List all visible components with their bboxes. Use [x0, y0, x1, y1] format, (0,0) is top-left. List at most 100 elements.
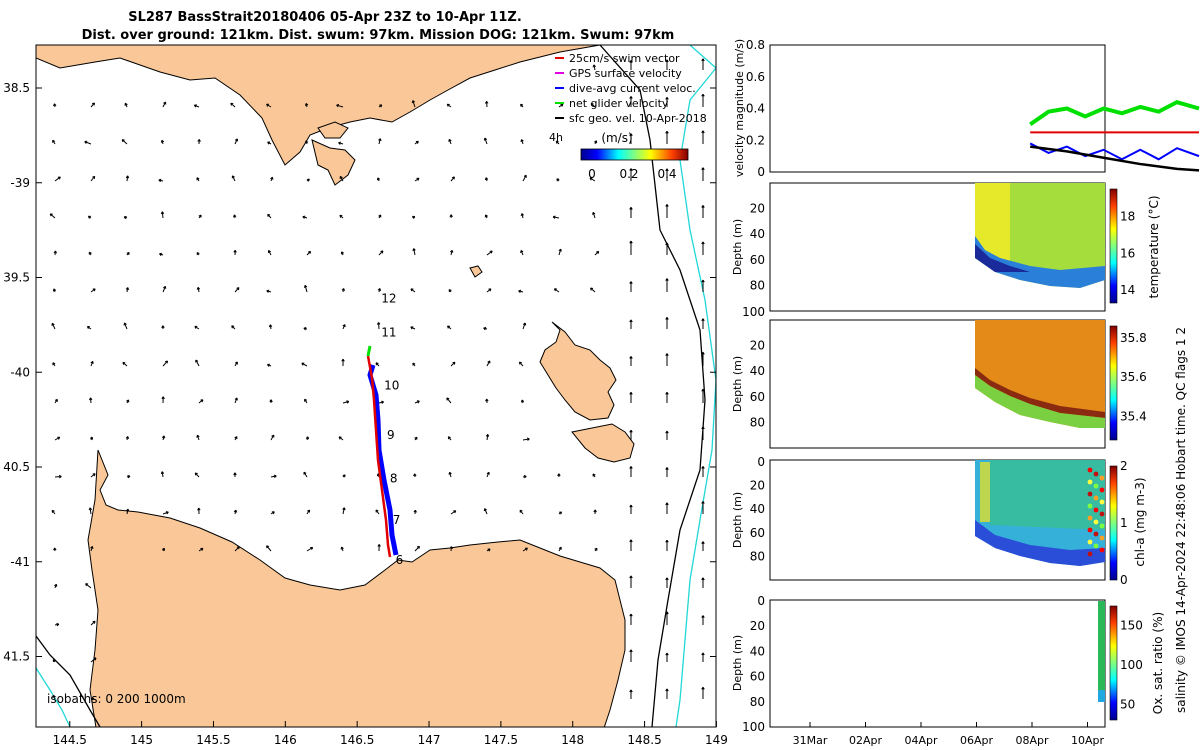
geo-velocity-arrow: [121, 139, 128, 145]
geo-velocity-arrowhead: [629, 96, 633, 99]
geo-velocity-arrowhead: [558, 248, 562, 252]
geo-velocity-arrow: [54, 475, 62, 478]
day-labels: 12 11 10 9 8 7 6: [381, 291, 403, 567]
geo-velocity-arrowhead: [233, 472, 237, 476]
depth-tick-label: 100: [742, 305, 765, 319]
chla-colorbar: [1109, 465, 1118, 581]
geo-velocity-arrowhead: [126, 399, 130, 403]
geo-velocity-arrowhead: [124, 102, 128, 106]
geo-velocity-arrowhead: [53, 547, 57, 551]
geo-velocity-arrow: [51, 323, 56, 330]
geo-velocity-arrowhead: [197, 139, 201, 142]
geo-velocity-arrowhead: [163, 285, 167, 289]
geo-velocity-arrowhead: [556, 178, 560, 182]
isobath-1000m: [675, 45, 716, 727]
colorbar-tick-label: 50: [1120, 697, 1135, 711]
geo-velocity-arrowhead: [629, 429, 633, 433]
geo-velocity-arrow: [522, 438, 530, 441]
geo-velocity-arrow: [412, 100, 416, 108]
geo-velocity-arrowhead: [701, 167, 705, 171]
velocity-series-line: [1029, 100, 1200, 127]
temperature-colorbar-label: temperature (°C): [1147, 196, 1161, 299]
geo-velocity-arrowhead: [236, 546, 240, 550]
depth-tick-label: 80: [750, 695, 765, 709]
geo-velocity-arrow: [306, 547, 313, 552]
lon-tick-label: 149: [705, 733, 728, 747]
velocity-ylabel: velocity magnitude (m/s): [733, 39, 746, 177]
lon-tick-label: 147.5: [484, 733, 518, 747]
geo-velocity-arrowhead: [125, 436, 130, 439]
oxygen-profile-strip: [1098, 601, 1105, 701]
velocity-axes: [769, 44, 1106, 173]
geo-velocity-arrowhead: [338, 436, 342, 440]
geo-velocity-arrowhead: [701, 351, 705, 355]
geo-velocity-arrowhead: [200, 399, 204, 403]
chla-sample-dot: [1099, 475, 1105, 481]
day-label: 6: [396, 553, 404, 567]
geo-velocity-arrowhead: [271, 511, 275, 515]
geo-velocity-arrowhead: [665, 278, 669, 281]
geo-velocity-arrowhead: [305, 436, 310, 440]
velocity-ytick-label: 0.2: [746, 133, 765, 147]
geo-velocity-arrowhead: [488, 288, 492, 292]
colorbar-tick-label: 35.6: [1120, 370, 1147, 384]
geo-velocity-arrowhead: [592, 211, 596, 215]
geo-velocity-arrowhead: [194, 325, 198, 329]
geo-velocity-arrowhead: [412, 248, 416, 252]
chla-sample-dot: [1099, 523, 1105, 529]
geo-velocity-arrowhead: [701, 466, 705, 469]
time-tick-label: 10Apr: [1071, 734, 1105, 747]
depth-tick-label: 60: [750, 390, 765, 404]
geo-velocity-arrowhead: [231, 175, 235, 179]
chla-sample-dot: [1087, 467, 1093, 473]
geo-velocity-arrowhead: [196, 434, 200, 438]
geo-velocity-arrowhead: [267, 250, 271, 253]
chla-sample-dot: [1099, 499, 1105, 505]
chla-sample-dot: [1087, 479, 1093, 485]
salinity-deep-layer: [975, 375, 1105, 428]
geo-velocity-arrowhead: [665, 611, 669, 615]
depth-tick-label: 40: [750, 364, 765, 378]
lat-tick-label: 38.5: [3, 81, 30, 95]
geo-velocity-arrowhead: [701, 130, 705, 134]
geo-velocity-arrow: [592, 212, 596, 219]
geo-velocity-arrowhead: [233, 249, 237, 253]
geo-velocity-arrowhead: [336, 103, 340, 108]
colorbar-tick-label: 100: [1120, 658, 1143, 672]
geo-velocity-arrow: [446, 397, 452, 404]
depth-tick-label: 0: [757, 455, 765, 469]
map-legend: 25cm/s swim vector GPS surface velocity di…: [555, 52, 707, 125]
geo-velocity-arrow: [90, 175, 96, 182]
oxygen-ylabel: Depth (m): [731, 635, 744, 691]
chla-sample-dot: [1093, 471, 1099, 477]
geo-velocity-arrowhead: [86, 326, 90, 330]
geo-velocity-arrowhead: [560, 103, 564, 107]
geo-velocity-arrowhead: [271, 434, 275, 438]
geo-velocity-arrowhead: [304, 103, 309, 106]
geo-velocity-arrowhead: [665, 96, 669, 100]
geo-velocity-arrowhead: [339, 175, 343, 179]
geo-velocity-arrowhead: [267, 363, 270, 367]
geo-velocity-arrowhead: [484, 214, 488, 218]
map-colorbar-tick-0: 0: [588, 167, 596, 181]
geo-velocity-arrowhead: [198, 214, 202, 218]
geo-velocity-arrowhead: [665, 539, 669, 543]
geo-velocity-arrowhead: [665, 168, 669, 172]
chla-deep-layer: [975, 520, 1105, 566]
geo-velocity-arrowhead: [267, 141, 271, 145]
geo-velocity-arrowhead: [122, 361, 126, 365]
geo-velocity-arrowhead: [266, 545, 270, 549]
time-axis-ticks: 31Mar 02Apr 04Apr 06Apr 08Apr 10Apr: [793, 722, 1105, 747]
geo-velocity-arrowhead: [701, 58, 705, 62]
geo-velocity-arrowhead: [701, 205, 705, 208]
chla-sample-dot: [1093, 543, 1099, 549]
geo-velocity-arrowhead: [125, 287, 130, 291]
geo-velocity-arrowhead: [53, 250, 57, 254]
chla-surface-bloom: [980, 462, 990, 522]
geo-velocity-arrow: [161, 211, 164, 219]
velocity-ytick-label: 0.8: [746, 38, 765, 52]
geo-velocity-arrowhead: [489, 250, 493, 254]
geo-velocity-arrowhead: [273, 474, 277, 479]
velocity-ytick-label: 0.4: [746, 102, 765, 116]
